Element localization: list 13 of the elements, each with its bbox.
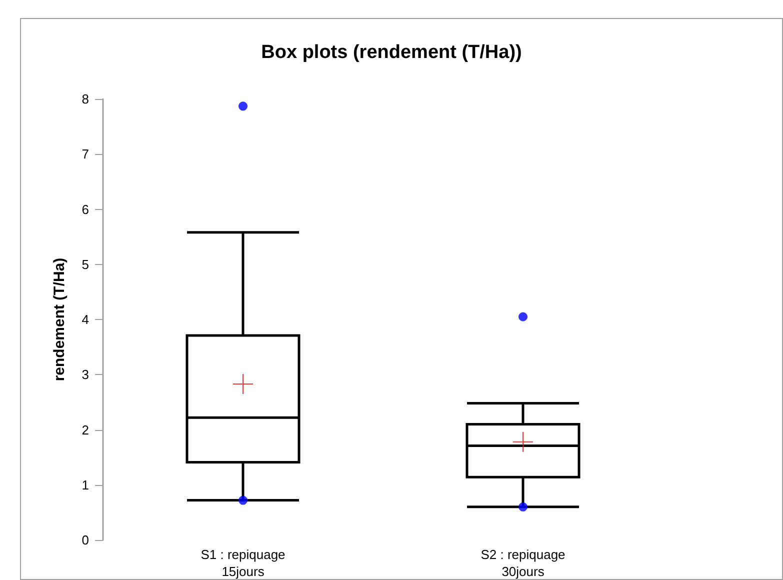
y-tick-label: 2 <box>82 422 89 438</box>
x-tick-label: S1 : repiquage 15jours <box>200 547 286 579</box>
y-tick-label: 4 <box>82 312 89 327</box>
y-tick-label: 6 <box>82 202 89 217</box>
y-tick-label: 3 <box>82 367 89 382</box>
y-tick-label: 0 <box>82 532 89 548</box>
y-axis-title: rendement (T/Ha) <box>51 258 68 382</box>
y-tick-label: 8 <box>82 92 89 106</box>
chart-title: Box plots (rendement (T/Ha)) <box>261 42 522 63</box>
y-tick-label: 1 <box>82 477 89 492</box>
x-tick-label: S2 : repiquage 30jours <box>480 547 566 579</box>
y-tick-label: 5 <box>82 256 89 272</box>
y-tick-label: 7 <box>82 146 89 162</box>
